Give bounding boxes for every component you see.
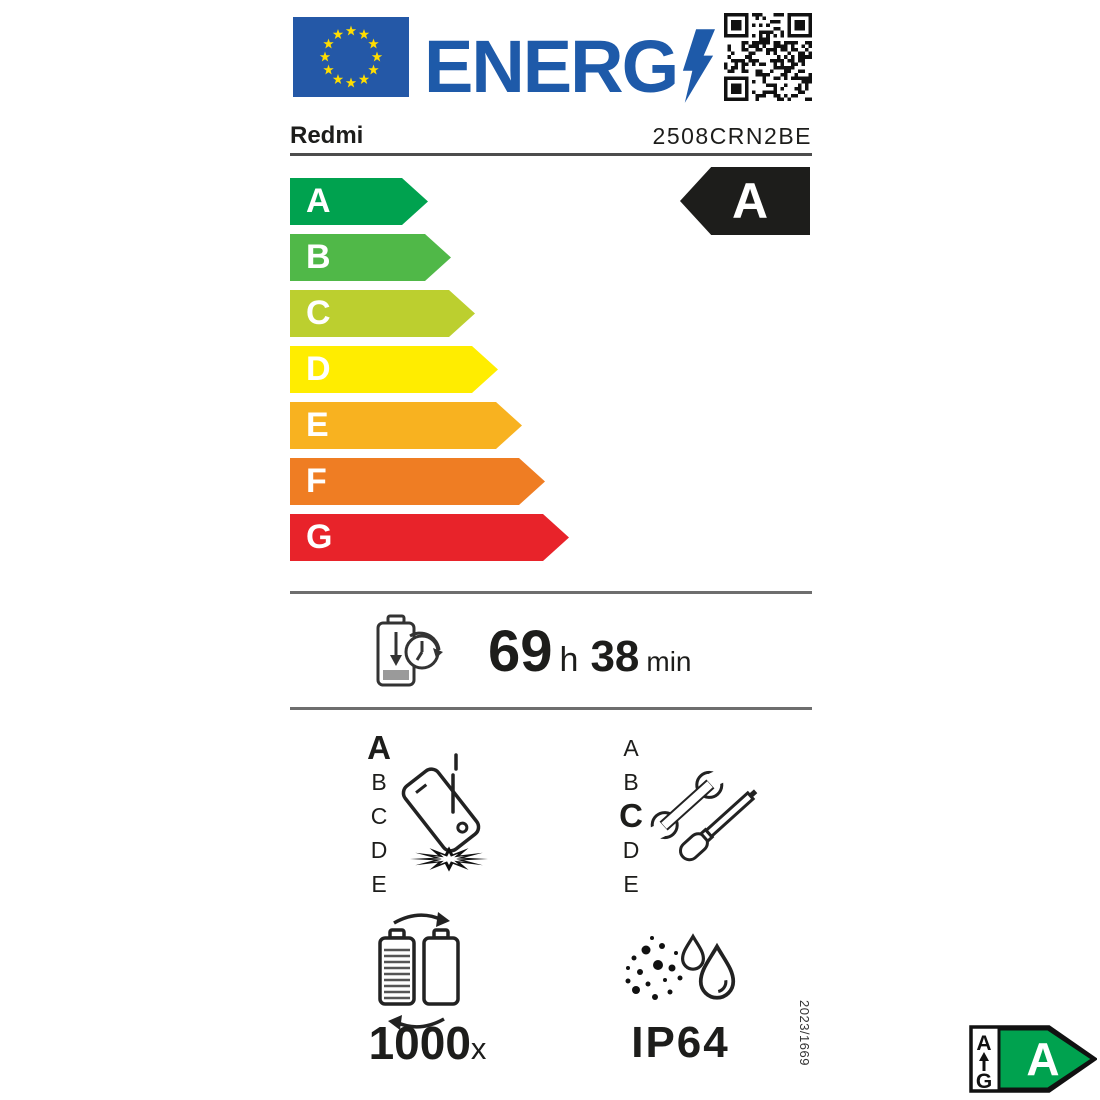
energy-class-bar-a: A	[290, 178, 428, 225]
separator	[290, 707, 812, 710]
battery-minutes-unit: min	[646, 646, 692, 677]
energy-class-bar-e: E	[290, 402, 522, 449]
battery-minutes: 38	[590, 632, 640, 681]
brand-name: Redmi	[290, 122, 364, 149]
energy-class-letter: G	[306, 518, 333, 556]
mini-label-selected-class: A	[1026, 1033, 1059, 1085]
mini-energy-scale-label: A G A	[969, 1025, 1097, 1093]
energy-class-letter: D	[306, 350, 331, 388]
mini-label-top-class: A	[976, 1032, 991, 1055]
class-option: B	[623, 769, 639, 795]
battery-cycles-icon	[378, 912, 460, 1030]
class-option: A	[367, 729, 391, 766]
mini-label-bottom-class: G	[976, 1070, 992, 1093]
battery-hours-unit: h	[559, 641, 579, 679]
energy-class-bar-b: B	[290, 234, 451, 281]
class-option: D	[622, 837, 640, 863]
cycles-unit: x	[470, 1031, 487, 1066]
energy-class-bar-g: G	[290, 514, 569, 561]
selected-energy-class-arrow: A	[680, 167, 810, 235]
separator	[290, 591, 812, 594]
class-option: E	[623, 871, 639, 897]
lightning-bolt-icon	[682, 29, 715, 103]
repair-tools-icon	[648, 768, 758, 862]
energy-class-letter: E	[306, 406, 329, 444]
class-option: B	[371, 769, 387, 795]
battery-endurance-icon	[376, 614, 443, 687]
energy-class-bar-d: D	[290, 346, 498, 393]
class-option: A	[623, 735, 639, 761]
model-number: 2508CRN2BE	[652, 123, 812, 149]
energy-class-letter: F	[306, 462, 327, 500]
regulation-number: 2023/1669	[797, 1000, 812, 1066]
class-option: D	[370, 837, 388, 863]
repairability-class-scale: A B C D E	[608, 731, 654, 901]
energy-class-bar-c: C	[290, 290, 475, 337]
battery-cycles-value: 1000x	[340, 1016, 515, 1070]
energy-class-letter: C	[306, 294, 331, 332]
energy-class-letter: A	[306, 182, 331, 220]
qr-code	[724, 13, 812, 101]
drop-reliability-class-scale: A B C D E	[356, 731, 402, 901]
ip-rating: IP64	[631, 1018, 730, 1067]
class-option: E	[371, 871, 387, 897]
class-option: C	[619, 797, 643, 834]
energy-class-bar-f: F	[290, 458, 545, 505]
battery-endurance-value: 69 h 38 min	[488, 618, 692, 685]
energy-class-letter: B	[306, 238, 331, 276]
cycles-number: 1000	[368, 1017, 471, 1069]
falling-phone-icon	[401, 753, 488, 872]
up-arrow-icon	[979, 1052, 989, 1061]
eu-flag-icon	[293, 17, 409, 97]
selected-energy-class-letter: A	[732, 173, 769, 229]
battery-hours: 69	[488, 619, 553, 684]
energy-logo-text: ENERG	[424, 25, 679, 108]
dust-water-resistance-icon	[625, 933, 736, 1000]
separator	[290, 153, 812, 156]
class-option: C	[370, 803, 388, 829]
